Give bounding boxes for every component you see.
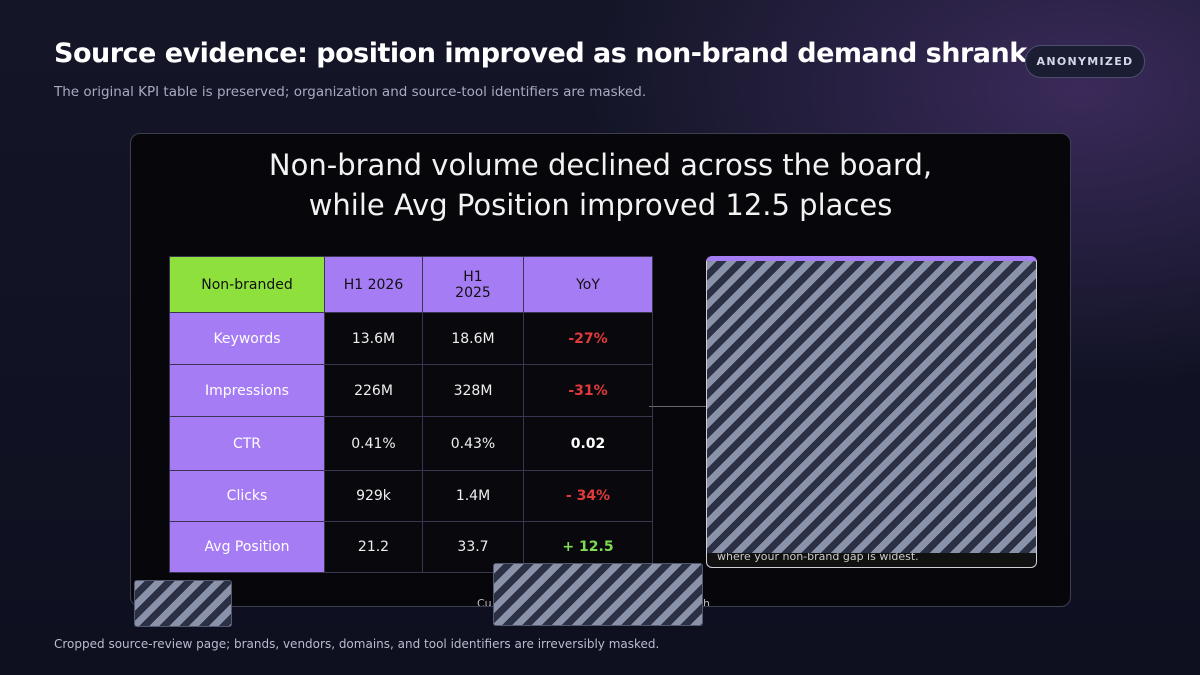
row-label: Clicks [169, 470, 325, 522]
slide-title-line: Non-brand volume declined across the boa… [268, 148, 933, 182]
page-subtitle: The original KPI table is preserved; org… [54, 84, 647, 100]
table-cell: 929k [324, 470, 423, 522]
table-row: Impressions 226M 328M -31% [169, 364, 653, 417]
redaction-mask [493, 563, 703, 626]
row-label: CTR [169, 416, 325, 471]
table-cell: 13.6M [324, 312, 423, 365]
table-header-row: Non-branded H1 2026 H1 2025 YoY [169, 256, 653, 313]
table-cell: 1.4M [422, 470, 524, 522]
table-cell: 226M [324, 364, 423, 417]
table-cell: 328M [422, 364, 524, 417]
table-cell: 33.7 [422, 521, 524, 573]
connector-line [649, 406, 706, 407]
caption-fragment: h [703, 597, 710, 607]
slide-title-line: while Avg Position improved 12.5 places [308, 188, 893, 222]
panel-text: where your non-brand gap is widest. [717, 550, 919, 563]
row-label: Keywords [169, 312, 325, 365]
table-cell: - 34% [523, 470, 653, 522]
table-cell: 18.6M [422, 312, 524, 365]
masked-panel: where your non-brand gap is widest. [706, 256, 1037, 568]
header-cell: Non-branded [169, 256, 325, 313]
table-row: Keywords 13.6M 18.6M -27% [169, 312, 653, 365]
badge: ANONYMIZED [1025, 45, 1145, 78]
table-row: CTR 0.41% 0.43% 0.02 [169, 416, 653, 471]
page-title: Source evidence: position improved as no… [54, 38, 1027, 69]
table-cell: 21.2 [324, 521, 423, 573]
redaction-mask [707, 261, 1036, 553]
row-label: Impressions [169, 364, 325, 417]
table-cell: -27% [523, 312, 653, 365]
header-cell: H1 2025 [422, 256, 524, 313]
header-cell: YoY [523, 256, 653, 313]
caption-fragment: Cu [477, 597, 492, 607]
header-cell: H1 2026 [324, 256, 423, 313]
table-row: Clicks 929k 1.4M - 34% [169, 470, 653, 522]
footer-note: Cropped source-review page; brands, vend… [54, 637, 660, 651]
row-label: Avg Position [169, 521, 325, 573]
kpi-table: Non-branded H1 2026 H1 2025 YoY Keywords 13.6… [169, 256, 653, 573]
table-cell: 0.41% [324, 416, 423, 471]
table-cell: 0.43% [422, 416, 524, 471]
table-cell: -31% [523, 364, 653, 417]
slide-card: Non-brand volume declined across the boa… [130, 133, 1071, 607]
table-cell: 0.02 [523, 416, 653, 471]
redaction-mask [134, 580, 232, 627]
